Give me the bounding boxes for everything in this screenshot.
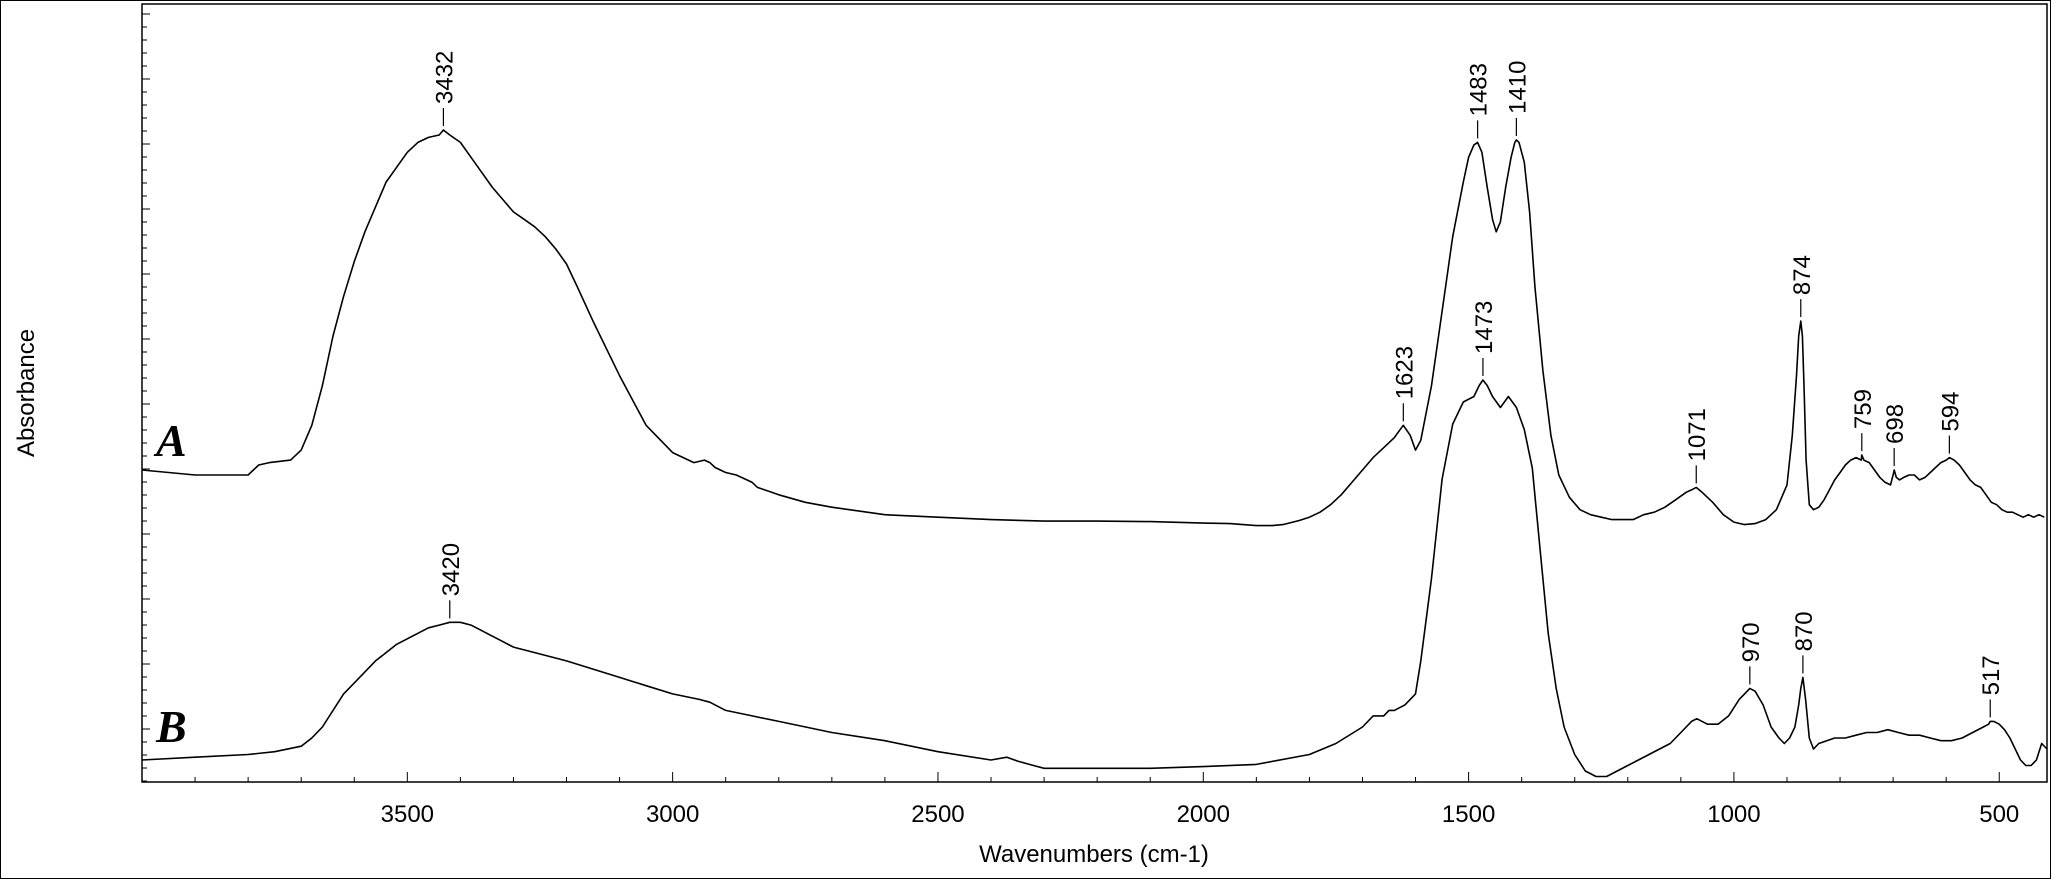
x-axis-label: Wavenumbers (cm-1): [979, 841, 1209, 868]
peak-label: 874: [1789, 255, 1816, 295]
series-label-A: A: [153, 415, 187, 466]
x-tick-label: 2500: [911, 801, 964, 828]
peak-labels: 3432 1623 1483 1410 1071 874 759 698 594 3420 1473…: [431, 51, 2005, 718]
peak-label: 1473: [1471, 301, 1498, 354]
series-group: [141, 129, 2048, 778]
x-tick-label: 1500: [1442, 801, 1495, 828]
peak-label: 1483: [1466, 63, 1493, 116]
peak-label: 594: [1937, 392, 1964, 432]
peak-label: 3420: [438, 543, 465, 596]
series-line-B: [141, 379, 2048, 778]
peak-label: 870: [1791, 611, 1818, 651]
peak-label: 1410: [1504, 61, 1531, 114]
x-tick-label: 3500: [381, 801, 434, 828]
peak-label: 970: [1738, 622, 1765, 662]
x-axis-ticks: 3500 3000 2500 2000 1500 1000 500: [141, 772, 2019, 828]
plot-area: 3500 3000 2500 2000 1500 1000 500 3432 1623 1483…: [141, 3, 2048, 828]
plot-border: [141, 3, 2048, 783]
y-axis-label: Absorbance: [13, 329, 40, 457]
x-tick-label: 3000: [646, 801, 699, 828]
series-line-A: [141, 129, 2045, 527]
x-tick-label: 2000: [1177, 801, 1230, 828]
x-tick-label: 500: [1979, 801, 2019, 828]
peak-label: 517: [1978, 655, 2005, 695]
series-label-B: B: [155, 701, 187, 752]
peak-label: 698: [1882, 404, 1909, 444]
y-axis-ticks: [142, 13, 150, 782]
peak-label: 759: [1850, 389, 1877, 429]
series-names: AB: [153, 415, 187, 752]
x-tick-label: 1000: [1707, 801, 1760, 828]
peak-label: 1071: [1684, 408, 1711, 461]
peak-label: 3432: [431, 51, 458, 104]
peak-label: 1623: [1391, 346, 1418, 399]
